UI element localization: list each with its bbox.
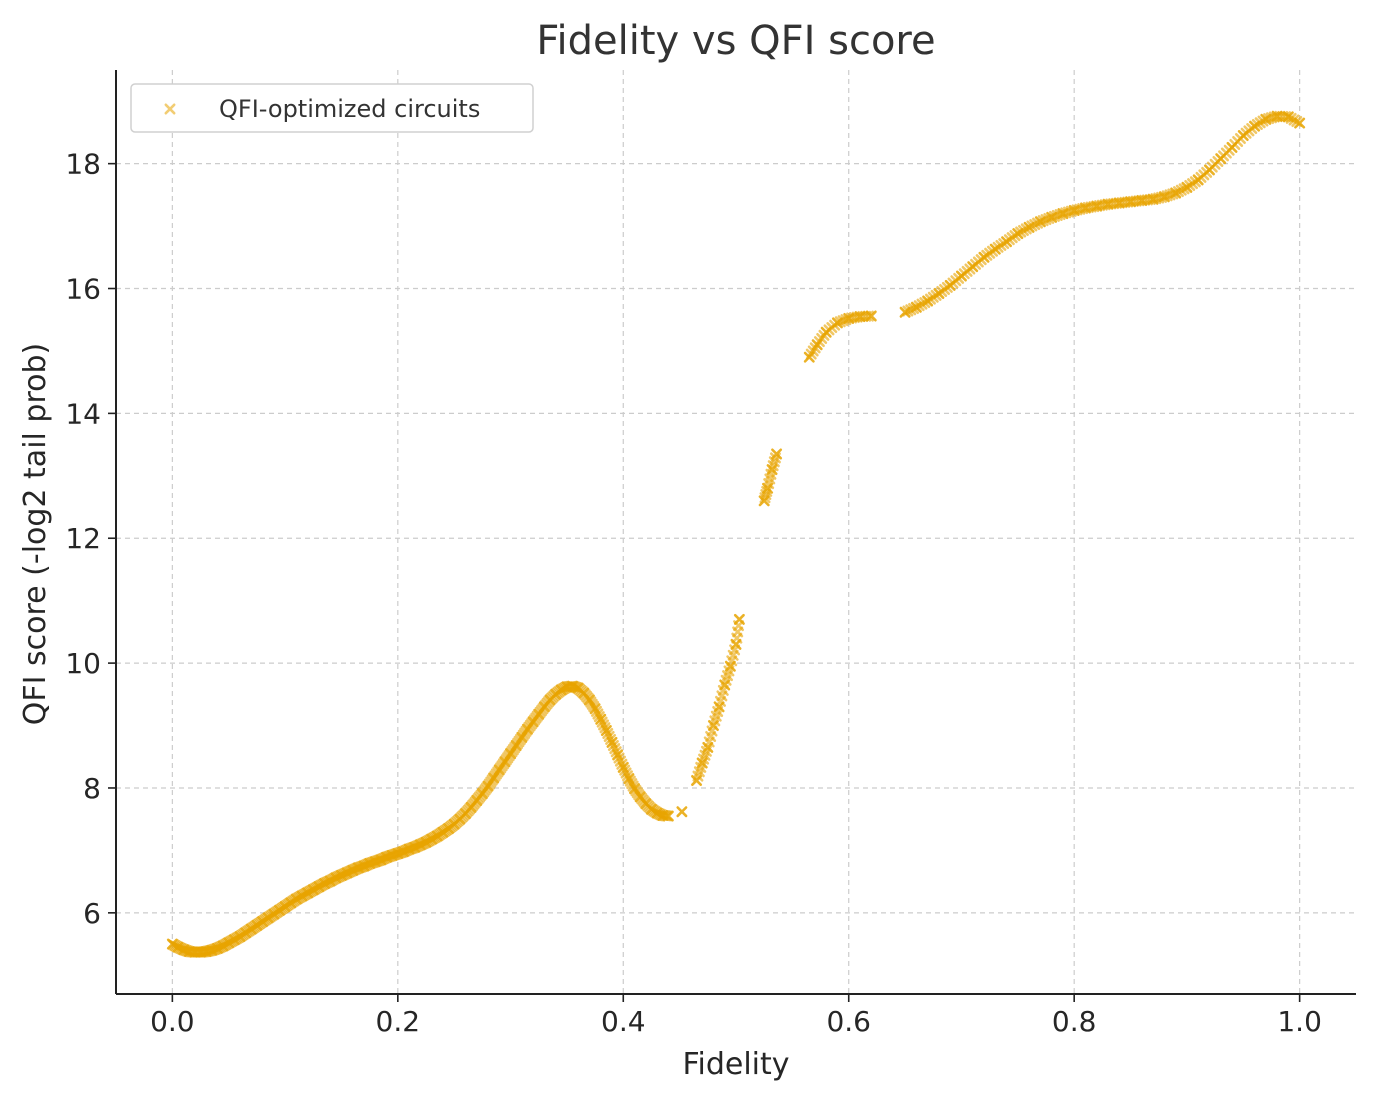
legend-marker-icon (164, 103, 176, 115)
legend: QFI-optimized circuits (130, 83, 534, 133)
chart-title: Fidelity vs QFI score (536, 18, 935, 64)
ticks-layer: 0.0 0.2 0.4 0.6 0.8 1.0 6 8 10 12 14 16 18 (65, 148, 1322, 1038)
y-tick-label: 8 (83, 772, 101, 805)
legend-box (130, 83, 534, 133)
data-point (1167, 188, 1179, 200)
y-tick-label: 14 (65, 397, 101, 430)
y-tick-label: 16 (65, 273, 101, 306)
legend-label: QFI-optimized circuits (219, 95, 480, 123)
legend-marker (164, 103, 176, 115)
x-tick-label: 0.0 (150, 1005, 195, 1038)
y-tick-label: 18 (65, 148, 101, 181)
points-layer (166, 110, 1306, 958)
x-tick-label: 0.2 (376, 1005, 421, 1038)
y-tick-label: 12 (65, 522, 101, 555)
grid-layer (116, 70, 1356, 994)
y-tick-label: 10 (65, 647, 101, 680)
x-axis-title: Fidelity (682, 1047, 789, 1082)
x-tick-label: 0.8 (1052, 1005, 1097, 1038)
data-point (1294, 117, 1306, 129)
data-point (662, 810, 674, 822)
data-point (733, 613, 745, 625)
y-tick-label: 6 (83, 897, 101, 930)
data-point (771, 448, 783, 460)
data-point (865, 310, 877, 322)
x-tick-label: 0.4 (601, 1005, 646, 1038)
data-point (862, 310, 874, 322)
data-point (1046, 211, 1058, 223)
y-axis-title: QFI score (-log2 tail prob) (18, 343, 53, 725)
x-tick-label: 0.6 (826, 1005, 871, 1038)
axes-layer (115, 70, 1356, 995)
x-tick-label: 1.0 (1277, 1005, 1322, 1038)
data-point (676, 806, 688, 818)
